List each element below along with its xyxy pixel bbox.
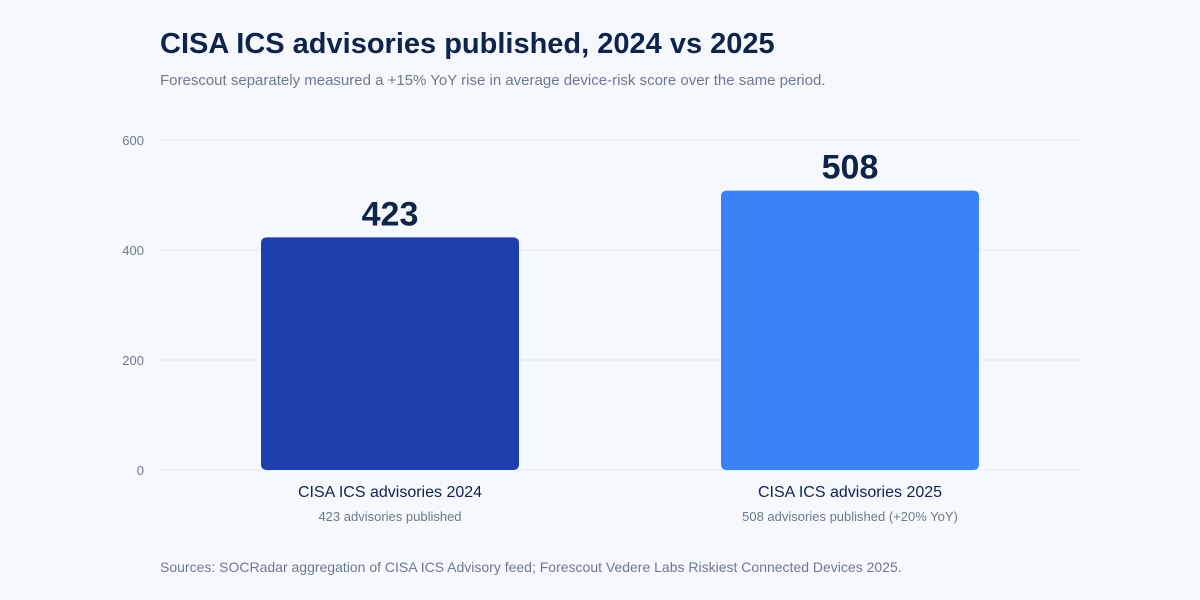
category-label: CISA ICS advisories 2025 (758, 484, 942, 501)
bar-labels: 423 CISA ICS advisories 2024 423 advisorie… (298, 149, 958, 524)
y-tick-label: 200 (122, 353, 144, 368)
chart-title: CISA ICS advisories published, 2024 vs 2… (160, 28, 775, 60)
category-sublabel: 508 advisories published (+20% YoY) (742, 509, 958, 524)
bar-value-label: 508 (822, 149, 879, 187)
chart-subtitle: Forescout separately measured a +15% YoY… (160, 72, 826, 89)
bars (261, 190, 979, 470)
y-axis-ticks: 0 200 400 600 (122, 133, 144, 478)
bar-2 (721, 190, 979, 470)
category-sublabel: 423 advisories published (318, 509, 461, 524)
bar-1 (261, 237, 519, 470)
y-tick-label: 400 (122, 243, 144, 258)
bar-value-label: 423 (362, 195, 419, 233)
y-tick-label: 600 (122, 133, 144, 148)
category-label: CISA ICS advisories 2024 (298, 484, 482, 501)
y-tick-label: 0 (137, 463, 144, 478)
source-note: Sources: SOCRadar aggregation of CISA IC… (160, 559, 902, 575)
